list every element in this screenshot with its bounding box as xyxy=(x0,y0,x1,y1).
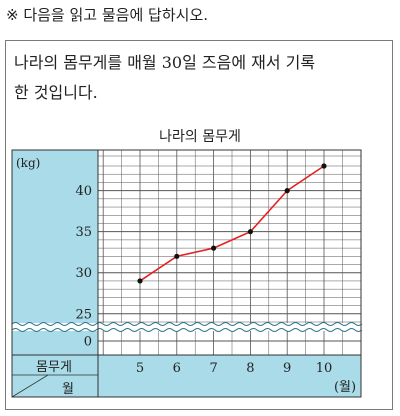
y-tick-label: 40 xyxy=(75,184,92,199)
data-point xyxy=(247,229,253,235)
y-tick-label: 25 xyxy=(75,307,92,322)
row-header-weight: 몸무게 xyxy=(36,360,72,375)
x-tick-label: 10 xyxy=(316,361,333,376)
problem-text-line-2: 한 것입니다. xyxy=(14,83,98,102)
y-axis-unit: (kg) xyxy=(16,156,40,170)
data-point xyxy=(211,245,217,251)
x-tick-label: 9 xyxy=(283,361,291,376)
y-tick-label: 35 xyxy=(75,225,92,240)
y-tick-label: 0 xyxy=(84,335,92,350)
x-tick-label: 5 xyxy=(136,361,144,376)
row-header-month: 월 xyxy=(62,382,74,397)
x-tick-label: 7 xyxy=(209,361,217,376)
x-tick-label: 8 xyxy=(246,361,254,376)
data-point xyxy=(321,163,327,169)
data-point xyxy=(174,253,180,259)
data-point xyxy=(284,188,290,194)
problem-box: 나라의 몸무게를 매월 30일 즈음에 재서 기록 한 것입니다. xyxy=(5,40,393,410)
y-tick-label: 30 xyxy=(75,266,92,281)
data-point xyxy=(137,278,143,284)
header-diagonal xyxy=(11,374,49,398)
problem-text-line-1: 나라의 몸무게를 매월 30일 즈음에 재서 기록 xyxy=(14,53,316,72)
weight-series-line xyxy=(139,165,325,282)
axis-break-band xyxy=(12,323,361,331)
x-tick-label: 6 xyxy=(173,361,181,376)
axis-break-wave xyxy=(11,328,363,332)
axis-break-wave xyxy=(11,322,363,326)
x-axis-unit: (월) xyxy=(334,380,356,395)
chart-frame xyxy=(11,149,362,398)
chart-title: 나라의 몸무게 xyxy=(159,129,241,145)
instruction-text: ※ 다음을 읽고 물음에 답하시오. xyxy=(6,6,209,24)
y-axis-panel xyxy=(12,150,98,397)
x-axis-panel xyxy=(98,355,361,397)
